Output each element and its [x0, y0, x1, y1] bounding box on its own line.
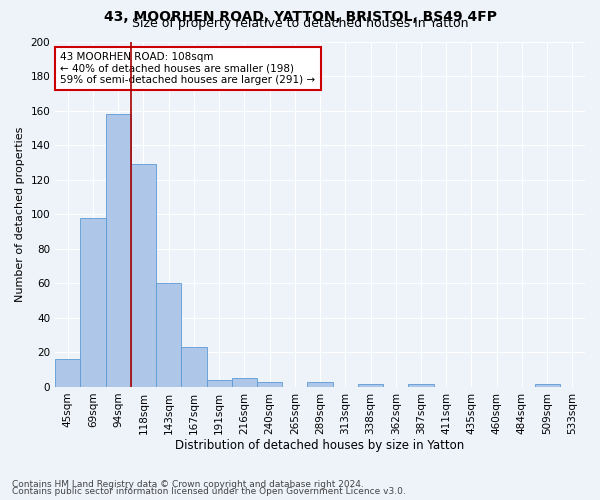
Text: Contains public sector information licensed under the Open Government Licence v3: Contains public sector information licen… [12, 487, 406, 496]
Bar [106, 114, 131, 387]
X-axis label: Distribution of detached houses by size in Yatton: Distribution of detached houses by size … [175, 440, 465, 452]
Text: 43 MOORHEN ROAD: 108sqm
← 40% of detached houses are smaller (198)
59% of semi-d: 43 MOORHEN ROAD: 108sqm ← 40% of detache… [61, 52, 316, 85]
Text: Contains HM Land Registry data © Crown copyright and database right 2024.: Contains HM Land Registry data © Crown c… [12, 480, 364, 489]
Bar [156, 284, 181, 387]
Bar [80, 218, 106, 387]
Bar [181, 347, 206, 387]
Bar [409, 384, 434, 387]
Bar [206, 380, 232, 387]
Bar [307, 382, 332, 387]
Bar [232, 378, 257, 387]
Text: Size of property relative to detached houses in Yatton: Size of property relative to detached ho… [132, 18, 468, 30]
Bar [535, 384, 560, 387]
Text: 43, MOORHEN ROAD, YATTON, BRISTOL, BS49 4FP: 43, MOORHEN ROAD, YATTON, BRISTOL, BS49 … [104, 10, 497, 24]
Bar [131, 164, 156, 387]
Bar [55, 360, 80, 387]
Bar [257, 382, 282, 387]
Y-axis label: Number of detached properties: Number of detached properties [15, 126, 25, 302]
Bar [358, 384, 383, 387]
